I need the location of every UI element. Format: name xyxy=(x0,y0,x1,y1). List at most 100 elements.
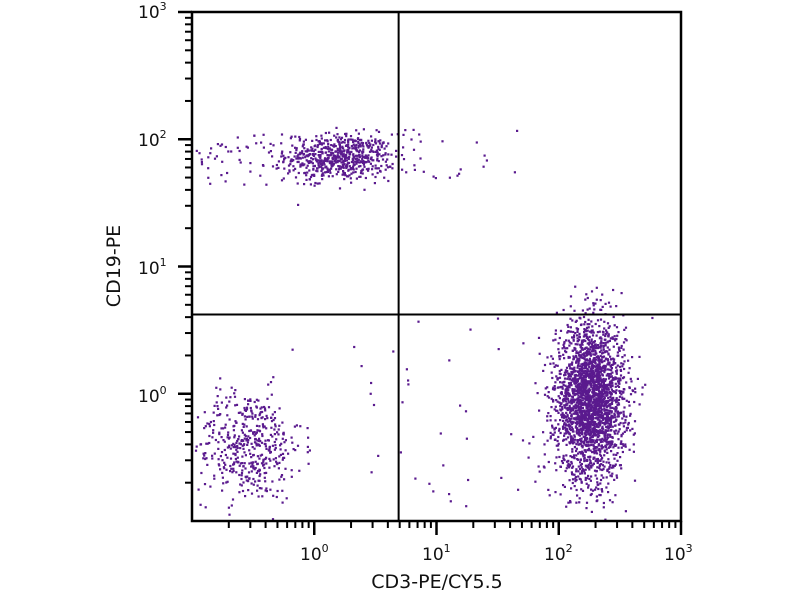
data-point xyxy=(580,423,583,426)
data-point xyxy=(275,438,278,441)
data-point xyxy=(578,365,582,368)
data-point xyxy=(625,381,628,384)
data-point xyxy=(586,296,589,300)
data-point xyxy=(252,461,255,464)
data-point xyxy=(606,331,609,334)
data-point xyxy=(596,319,600,322)
data-point xyxy=(590,408,593,411)
data-point xyxy=(595,358,598,361)
data-point xyxy=(306,150,309,153)
data-point xyxy=(465,505,468,508)
data-point xyxy=(618,428,621,431)
data-point xyxy=(614,416,617,419)
data-point xyxy=(324,146,327,149)
data-point xyxy=(619,421,622,425)
data-point xyxy=(300,152,303,155)
data-point xyxy=(341,173,344,176)
data-point xyxy=(335,168,338,171)
data-point xyxy=(601,305,604,308)
data-point xyxy=(272,494,275,497)
data-point xyxy=(628,404,631,407)
data-point xyxy=(604,383,607,387)
data-point xyxy=(412,128,415,131)
data-point xyxy=(235,441,238,444)
data-point xyxy=(248,462,251,465)
data-point xyxy=(244,434,247,438)
data-point xyxy=(587,433,590,436)
data-point xyxy=(219,377,222,380)
data-point xyxy=(312,150,315,153)
data-point xyxy=(281,501,284,504)
data-point xyxy=(584,433,587,437)
data-point xyxy=(565,371,568,374)
data-point xyxy=(579,350,582,353)
data-point xyxy=(256,455,259,458)
data-point xyxy=(320,162,323,165)
data-point xyxy=(365,160,368,164)
data-point xyxy=(561,461,564,465)
data-point xyxy=(368,150,372,153)
data-point xyxy=(601,408,604,411)
data-point xyxy=(279,444,282,447)
data-point xyxy=(610,410,613,413)
data-point xyxy=(592,311,595,314)
data-point xyxy=(370,148,373,151)
data-point xyxy=(563,406,566,409)
data-point xyxy=(576,366,579,369)
data-point xyxy=(311,147,314,150)
data-point xyxy=(259,473,262,476)
data-point xyxy=(376,171,379,175)
data-point xyxy=(343,178,346,181)
data-point xyxy=(384,160,387,163)
data-point xyxy=(593,427,596,430)
data-point xyxy=(585,293,588,296)
data-point xyxy=(561,381,564,384)
data-point xyxy=(611,442,614,445)
data-point xyxy=(591,363,594,367)
data-point xyxy=(591,434,594,437)
data-point xyxy=(599,346,602,349)
data-point xyxy=(595,425,598,428)
data-point xyxy=(575,360,578,363)
data-point xyxy=(282,160,285,163)
data-point xyxy=(588,397,591,400)
data-point xyxy=(309,183,312,186)
data-point xyxy=(588,468,591,471)
data-point xyxy=(586,391,589,394)
data-point xyxy=(619,391,622,394)
data-point xyxy=(613,430,616,433)
data-point xyxy=(580,488,583,491)
data-point xyxy=(284,156,287,159)
data-point xyxy=(271,155,274,158)
data-point xyxy=(318,142,321,145)
data-point xyxy=(568,464,571,467)
data-point xyxy=(592,398,596,401)
data-point xyxy=(579,478,582,481)
data-point xyxy=(570,414,573,417)
data-point xyxy=(590,409,593,412)
data-point xyxy=(598,493,601,497)
data-point xyxy=(570,438,574,441)
data-point xyxy=(581,414,584,417)
data-point xyxy=(316,167,319,170)
data-point xyxy=(588,351,592,354)
data-point xyxy=(439,432,442,435)
data-point xyxy=(574,285,577,288)
data-point xyxy=(337,170,340,173)
data-point xyxy=(572,339,575,342)
data-point xyxy=(298,137,302,141)
data-point xyxy=(608,467,611,470)
data-point xyxy=(568,441,571,444)
data-point xyxy=(376,153,379,156)
data-point xyxy=(572,358,575,361)
data-point xyxy=(251,415,254,418)
data-point xyxy=(577,404,580,407)
data-point xyxy=(604,302,607,305)
data-point xyxy=(247,435,250,438)
data-point xyxy=(584,367,588,370)
data-point xyxy=(568,408,571,411)
data-point xyxy=(357,158,360,161)
data-point xyxy=(307,436,310,439)
data-point xyxy=(353,144,356,147)
data-point xyxy=(324,157,327,160)
